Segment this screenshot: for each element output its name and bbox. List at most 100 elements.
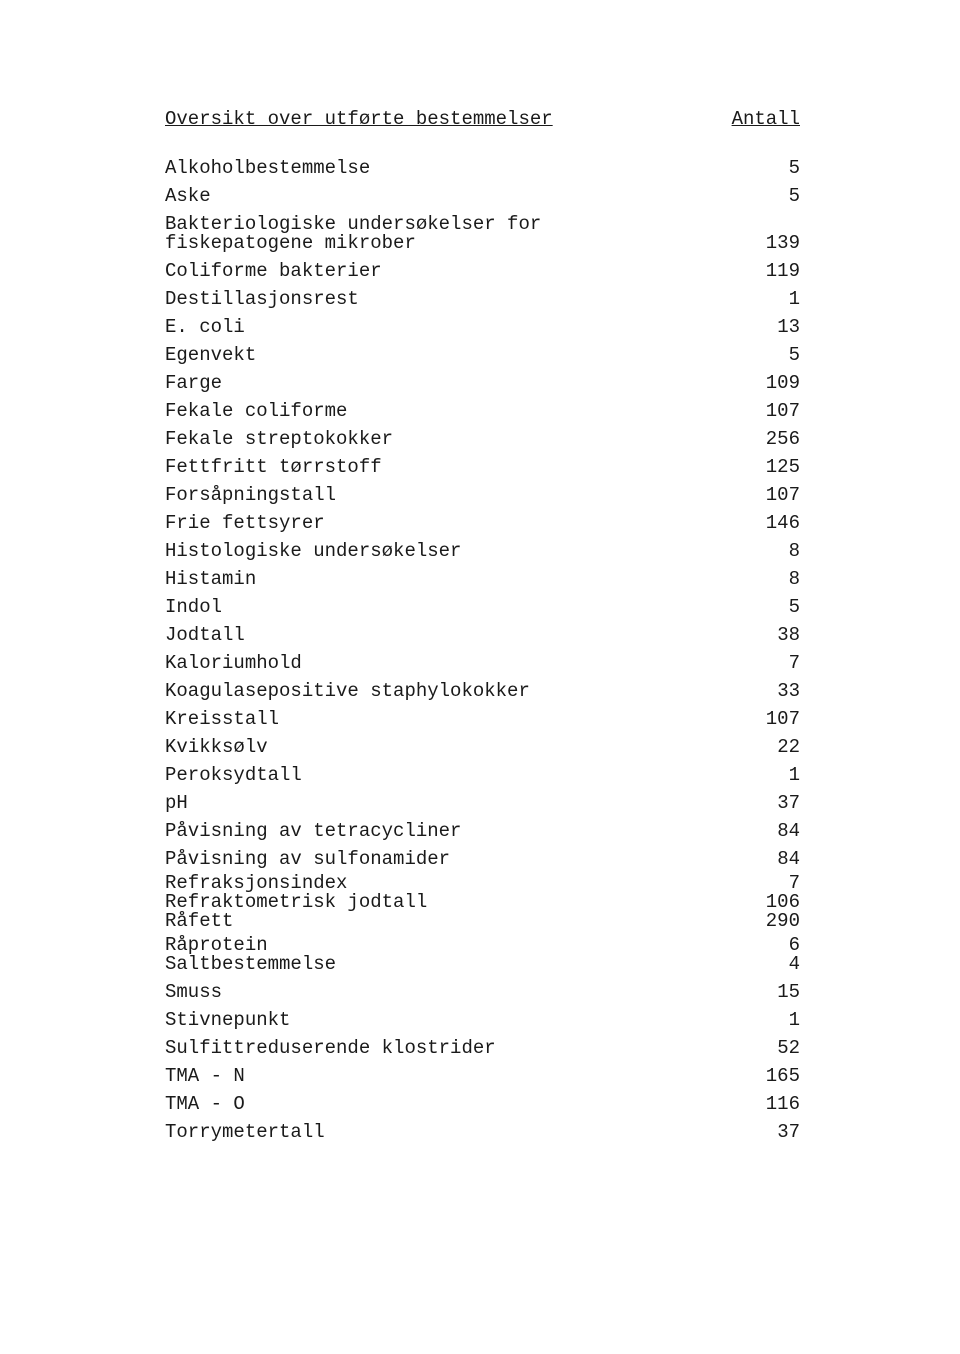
table-row: Egenvekt 5	[165, 346, 800, 365]
row-label: Coliforme bakterier	[165, 262, 382, 281]
row-label: pH	[165, 794, 188, 813]
table-row: Alkoholbestemmelse 5	[165, 159, 800, 178]
row-value: 1	[740, 1011, 800, 1030]
header-title: Oversikt over utførte bestemmelser	[165, 110, 553, 129]
row-value: 6 4	[740, 936, 800, 974]
table-row: Påvisning av tetracycliner 84	[165, 822, 800, 841]
row-value: 107	[740, 710, 800, 729]
table-row: Refraksjonsindex Refraktometrisk jodtall…	[165, 874, 800, 931]
row-value: 256	[740, 430, 800, 449]
table-row: Aske 5	[165, 187, 800, 206]
row-label: Fekale coliforme	[165, 402, 347, 421]
row-label: E. coli	[165, 318, 245, 337]
table-row: Koagulasepositive staphylokokker 33	[165, 682, 800, 701]
row-value: 8	[740, 570, 800, 589]
row-value: 119	[740, 262, 800, 281]
row-label: Kvikksølv	[165, 738, 268, 757]
table-row: Smuss 15	[165, 983, 800, 1002]
row-value: 146	[740, 514, 800, 533]
table-row: Fekale streptokokker 256	[165, 430, 800, 449]
row-label: TMA - N	[165, 1067, 245, 1086]
row-value: 5	[740, 187, 800, 206]
row-label: Aske	[165, 187, 211, 206]
table-row: pH 37	[165, 794, 800, 813]
header-count: Antall	[732, 110, 800, 129]
row-label: Alkoholbestemmelse	[165, 159, 370, 178]
table-row: Destillasjonsrest 1	[165, 290, 800, 309]
table-row: TMA - O 116	[165, 1095, 800, 1114]
row-value: 107	[740, 402, 800, 421]
row-value: 109	[740, 374, 800, 393]
row-label: Refraksjonsindex Refraktometrisk jodtall…	[165, 874, 427, 931]
table-row: Sulfittreduserende klostrider52	[165, 1039, 800, 1058]
row-value: 1	[740, 766, 800, 785]
row-label: Fekale streptokokker	[165, 430, 393, 449]
table-row: Påvisning av sulfonamider 84	[165, 850, 800, 869]
row-value: 5	[740, 598, 800, 617]
row-value: 7 106 290	[740, 874, 800, 931]
row-label: Torrymetertall	[165, 1123, 325, 1142]
table-row: Farge 109	[165, 374, 800, 393]
table-row: Torrymetertall 37	[165, 1123, 800, 1142]
table-row: Indol 5	[165, 598, 800, 617]
table-row: Histologiske undersøkelser 8	[165, 542, 800, 561]
row-label: Frie fettsyrer	[165, 514, 325, 533]
row-label: Fettfritt tørrstoff	[165, 458, 382, 477]
row-value: 15	[740, 983, 800, 1002]
table-row: Frie fettsyrer 146	[165, 514, 800, 533]
table-row: Kaloriumhold7	[165, 654, 800, 673]
row-label: Stivnepunkt	[165, 1011, 290, 1030]
row-label: Påvisning av sulfonamider	[165, 850, 450, 869]
row-value: 13	[740, 318, 800, 337]
row-label: Indol	[165, 598, 222, 617]
row-label: Forsåpningstall	[165, 486, 336, 505]
row-label: Smuss	[165, 983, 222, 1002]
table-row: Kreisstall 107	[165, 710, 800, 729]
row-value: 84	[740, 850, 800, 869]
row-value: 5	[740, 159, 800, 178]
table-row: Fettfritt tørrstoff 125	[165, 458, 800, 477]
row-label: Histamin	[165, 570, 256, 589]
table-row: TMA - N 165	[165, 1067, 800, 1086]
row-label: Råprotein Saltbestemmelse	[165, 936, 336, 974]
row-value: 84	[740, 822, 800, 841]
row-value: 33	[740, 682, 800, 701]
table-row: Coliforme bakterier 119	[165, 262, 800, 281]
table-body: Alkoholbestemmelse 5 Aske 5 Bakteriologiske …	[165, 159, 800, 1142]
row-label: Koagulasepositive staphylokokker	[165, 682, 530, 701]
table-row: Forsåpningstall 107	[165, 486, 800, 505]
table-row: Histamin 8	[165, 570, 800, 589]
row-label: Jodtall	[165, 626, 245, 645]
row-value: 165	[740, 1067, 800, 1086]
row-label: Bakteriologiske undersøkelser for fiskep…	[165, 215, 541, 253]
row-label: Egenvekt	[165, 346, 256, 365]
table-header: Oversikt over utførte bestemmelser Antal…	[165, 110, 800, 129]
row-label: Destillasjonsrest	[165, 290, 359, 309]
row-label: Peroksydtall	[165, 766, 302, 785]
table-row: Kvikksølv 22	[165, 738, 800, 757]
row-value: 1	[740, 290, 800, 309]
table-row: Peroksydtall 1	[165, 766, 800, 785]
table-row: Fekale coliforme 107	[165, 402, 800, 421]
row-label: Farge	[165, 374, 222, 393]
row-label: Påvisning av tetracycliner	[165, 822, 461, 841]
row-value: 37	[740, 1123, 800, 1142]
row-value: 139	[740, 234, 800, 253]
table-row: Jodtall38	[165, 626, 800, 645]
row-label: TMA - O	[165, 1095, 245, 1114]
table-row: E. coli 13	[165, 318, 800, 337]
row-label: Sulfittreduserende klostrider	[165, 1039, 496, 1058]
row-value: 8	[740, 542, 800, 561]
row-value: 7	[740, 654, 800, 673]
row-value: 5	[740, 346, 800, 365]
row-value: 116	[740, 1095, 800, 1114]
row-value: 37	[740, 794, 800, 813]
table-row: Stivnepunkt 1	[165, 1011, 800, 1030]
row-value: 22	[740, 738, 800, 757]
row-value: 125	[740, 458, 800, 477]
row-label: Kreisstall	[165, 710, 279, 729]
table-row: Bakteriologiske undersøkelser for fiskep…	[165, 215, 800, 253]
table-row: Råprotein Saltbestemmelse 6 4	[165, 936, 800, 974]
row-label: Histologiske undersøkelser	[165, 542, 461, 561]
row-value: 107	[740, 486, 800, 505]
